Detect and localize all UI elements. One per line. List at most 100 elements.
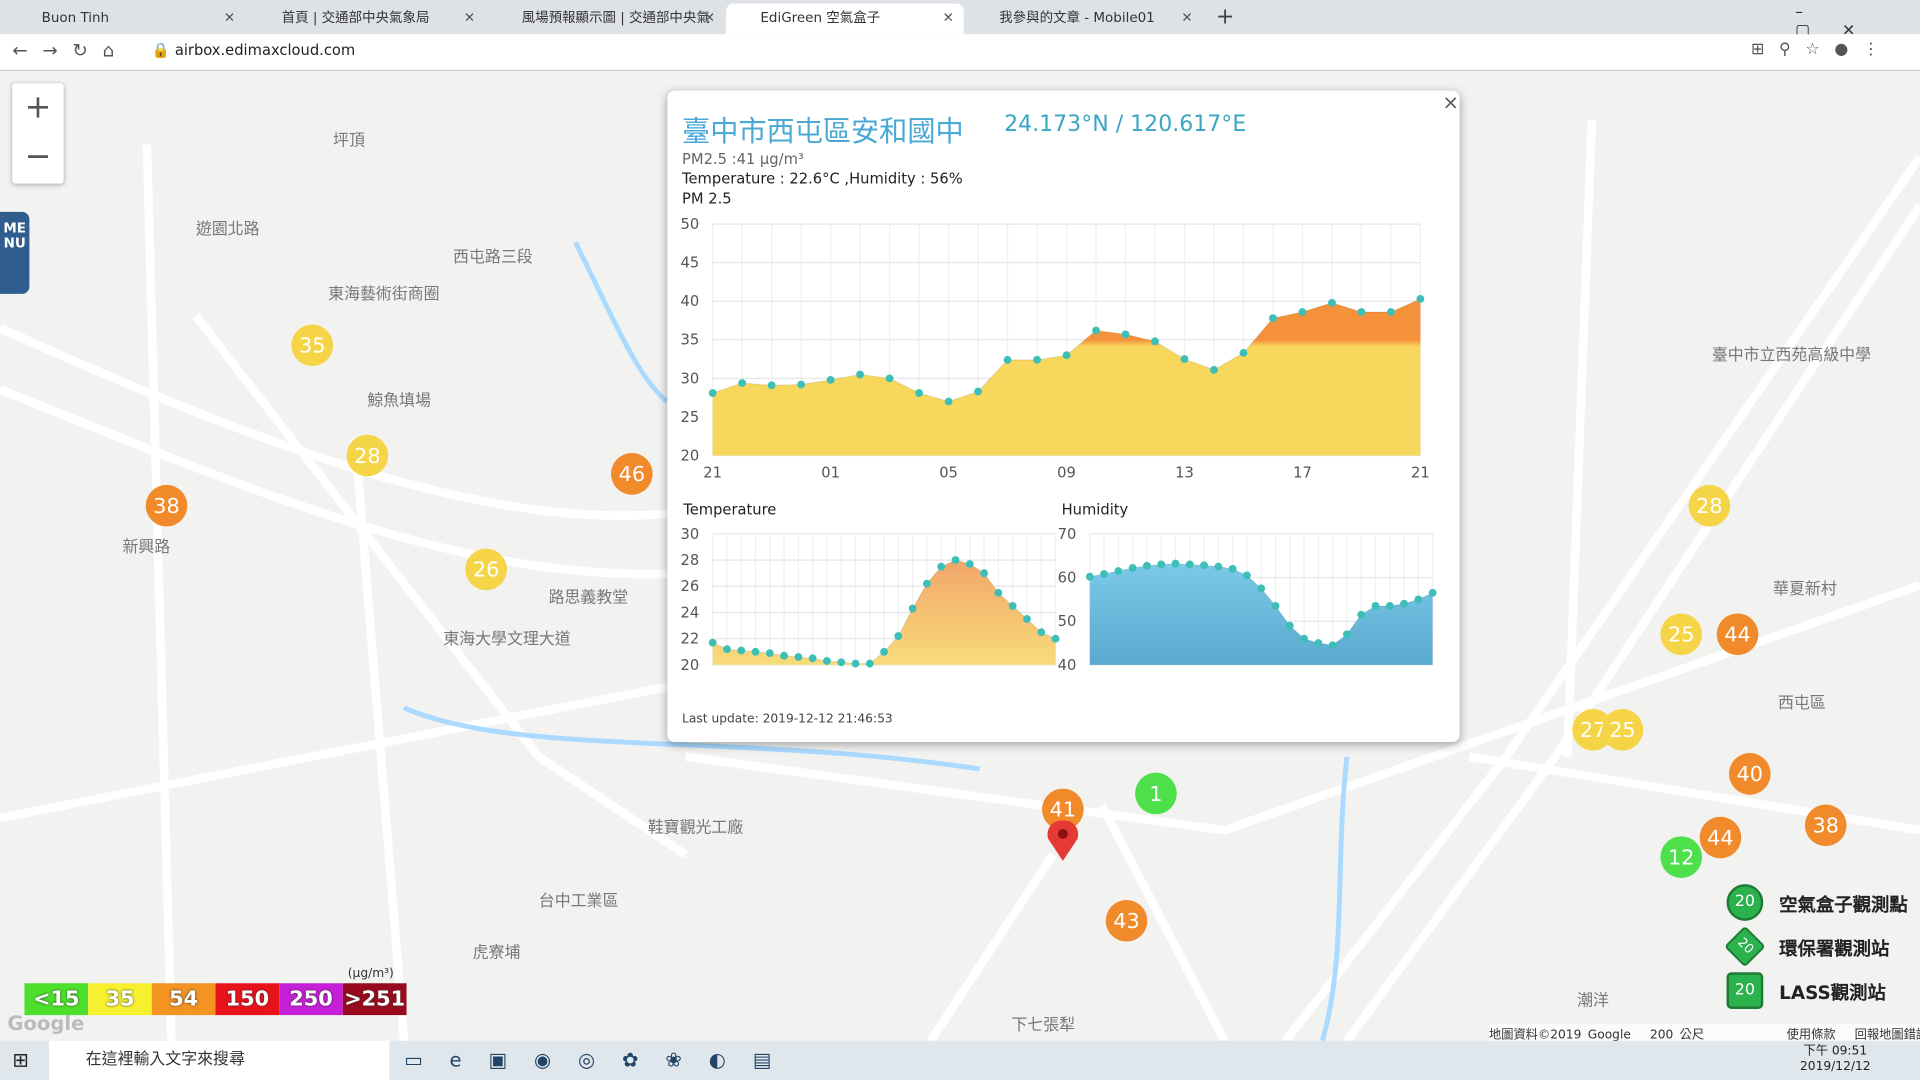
start[interactable]: ⊞ [12,1048,29,1072]
chart-label: Temperature [683,500,777,518]
point [1210,365,1218,374]
y-tick-label: 30 [680,526,699,543]
popup-title: 臺中市西屯區安和國中 [682,116,964,149]
marker[interactable]: 28 [346,434,389,477]
marker[interactable]: 38 [1804,804,1847,847]
last-update: Last update: 2019-12-12 21:46:53 [682,712,893,727]
tab-title: EdiGreen 空氣盒子 [760,9,881,26]
zoom-control[interactable]: + − [12,83,64,184]
point [1328,641,1337,650]
marker[interactable]: 44 [1699,816,1742,859]
temp-line: Temperature : 22.6°C ,Humidity : 56% [682,170,963,188]
marker-dot [291,324,334,367]
marker-value: 27 [1580,718,1606,742]
point [1100,570,1108,578]
point [1085,572,1094,581]
url-text: airbox.edimaxcloud.com [174,41,356,59]
marker[interactable]: 28 [1688,484,1731,527]
task-icons[interactable]: ▭e▣◉◎✿❀◐▤ [404,1048,799,1072]
point [1357,610,1366,619]
legend-level: 150 [215,983,280,1016]
point [1300,634,1308,643]
point [1285,621,1294,630]
marker[interactable]: 41 [1042,788,1084,831]
y-tick-label: 22 [680,631,699,648]
marker[interactable]: 25 [1601,708,1644,751]
marker[interactable]: 46 [611,453,653,495]
search-box[interactable]: 在這裡輸入文字來搜尋 [48,1040,390,1080]
marker-dot [1105,900,1148,942]
marker[interactable]: 25 [1660,613,1703,656]
station-icon: 20 [1726,972,1764,1009]
point [851,659,860,668]
marker-value: 35 [299,334,325,358]
map-label: 虎寮埔 [472,944,521,963]
marker[interactable]: 35 [291,324,334,367]
tab[interactable]: EdiGreen 空氣盒子 ✕ [726,3,964,35]
area [1089,563,1433,665]
marker-dot [1135,772,1177,815]
point [974,387,982,396]
map-label: 西屯區 [1777,694,1826,713]
new-tab[interactable]: + [1215,3,1235,30]
marker-value: 28 [1696,494,1722,518]
toolbar-icons[interactable]: ⊞⚲☆●⋮ [1751,40,1894,59]
point [797,380,806,389]
y-tick-label: 24 [680,604,699,621]
point [1414,595,1423,604]
marker[interactable]: 1 [1135,772,1177,815]
chart-label: PM 2.5 [682,189,732,207]
tab[interactable]: 首頁 | 交通部中央氣象局 ✕ [281,9,476,26]
y-tick-label: 26 [680,578,699,595]
point [1008,602,1017,610]
marker[interactable]: 38 [145,484,188,527]
map-label: 鯨魚填場 [367,391,432,411]
close[interactable]: × [1442,90,1459,114]
legend-level: <15 [24,983,89,1016]
station-icon: 20 [1724,925,1766,968]
marker-dot [1601,708,1644,751]
point [1428,588,1437,597]
menu-button[interactable]: MENU [0,211,30,294]
marker[interactable]: 43 [1105,900,1148,942]
marker[interactable]: 26 [465,548,507,591]
point [1385,602,1394,610]
nav-buttons[interactable]: ←→↻⌂ [12,39,129,62]
marker[interactable]: 27 [1572,708,1614,751]
y-tick-label: 50 [1058,613,1077,630]
point [1328,298,1336,307]
footer-item[interactable]: 回報地圖錯誤 [1854,1028,1920,1043]
point [865,659,874,668]
point [708,638,717,647]
footer-item[interactable]: 使用條款 [1786,1028,1836,1043]
pin[interactable] [1047,820,1079,861]
marker[interactable]: 12 [1660,836,1703,878]
marker-dot [1804,804,1847,847]
map-label: 臺中市立西苑高級中學 [1711,346,1872,365]
legend-level: 54 [151,983,216,1016]
tab-bar: Buon Tinh ✕ 首頁 | 交通部中央氣象局 ✕ 風場預報顯示圖 | 交通部中… [0,0,1920,40]
marker[interactable]: 40 [1728,753,1771,795]
legend-level: 250 [279,983,343,1016]
tab[interactable]: Buon Tinh ✕ [41,9,236,26]
map-label: 西屯路三段 [453,248,533,267]
point [751,647,760,656]
y-tick-label: 35 [680,332,699,349]
chart-label: Humidity [1061,500,1129,518]
tab[interactable]: 風場預報顯示圖 | 交通部中央氣 ✕ [521,9,716,26]
station-icon: 20 [1726,884,1764,921]
marker-value: 28 [354,444,380,468]
marker-value: 44 [1724,623,1750,647]
clock[interactable]: 下午 09:51 2019/12/12 [1800,1043,1871,1075]
point [780,651,788,660]
url[interactable]: 🔒 airbox.edimaxcloud.com [151,41,356,59]
tab[interactable]: 我參與的文章 - Mobile01 ✕ [999,9,1193,26]
point [794,653,803,661]
marker-dot [1728,753,1771,795]
point [1003,355,1012,364]
point [1114,567,1123,575]
marker[interactable]: 44 [1716,613,1759,656]
